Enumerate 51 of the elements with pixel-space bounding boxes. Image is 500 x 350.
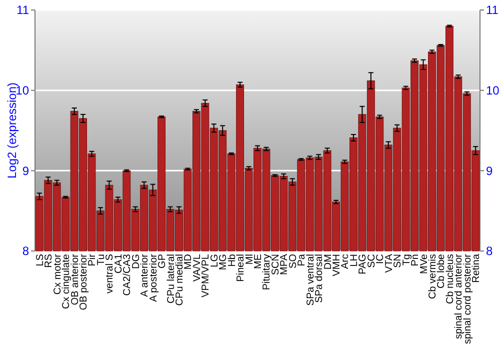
x-tick-label: ME <box>253 254 264 269</box>
x-tick-label: CA1 <box>113 254 124 274</box>
y2-tick-label: 9 <box>486 164 493 178</box>
x-tick-label: LG <box>209 254 220 268</box>
x-tick-label: A anterior <box>140 253 151 297</box>
x-tick-label: OB posterior <box>78 253 90 310</box>
x-tick-label: A posterior <box>148 253 160 302</box>
x-tick-label: MVe <box>418 254 430 274</box>
x-tick-label: VPM/VPL <box>200 254 212 298</box>
x-tick-label: SC <box>366 254 378 268</box>
x-tick-label: Pn <box>410 254 422 266</box>
x-tick-label: Cb lobe <box>436 254 448 288</box>
x-tick-label: LS <box>34 254 46 266</box>
x-tick-label: Hb <box>226 254 238 267</box>
x-tick-label: LH <box>348 254 360 267</box>
x-tick-label: Cx cingulate <box>61 254 72 310</box>
y2-tick-label: 8 <box>486 244 493 258</box>
x-tick-label: SPa dorsal <box>314 254 326 303</box>
x-tick-label: SCN <box>270 254 282 276</box>
y-tick-label: 9 <box>22 164 30 178</box>
y2-tick-label: 11 <box>486 3 499 18</box>
x-tick-label: VA/VL <box>192 254 203 282</box>
y2-tick-label: 10 <box>486 84 500 98</box>
x-tick-label: Cb vermis <box>427 254 438 300</box>
x-tick-label: CA2/CA3 <box>122 254 134 296</box>
x-tick-label: SN <box>392 254 404 268</box>
x-tick-label: RS <box>44 254 55 268</box>
x-tick-label: Pituitary <box>262 254 273 290</box>
x-tick-label: PAG <box>358 254 369 274</box>
x-tick-label: CPu medial <box>174 254 186 306</box>
x-tick-label: GP <box>157 254 168 268</box>
x-tick-label: Tg <box>401 254 412 266</box>
x-tick-label: Cb nucleus <box>444 254 456 304</box>
x-tick-label: SO <box>288 254 299 268</box>
x-tick-label: Pa <box>296 254 308 266</box>
x-tick-label: Retina <box>471 254 482 283</box>
x-tick-label: Ml <box>244 254 256 265</box>
x-tick-label: spinal cord anterior <box>454 253 465 340</box>
x-tick-label: IC <box>375 254 386 264</box>
x-tick-label: spinal cord posterior <box>462 253 474 344</box>
x-tick-label: OB anterior <box>70 253 81 306</box>
x-tick-label: Pir <box>87 253 98 266</box>
x-tick-label: Arc <box>340 254 352 269</box>
x-tick-label: DM <box>322 254 334 270</box>
y-tick-label: 11 <box>16 3 30 18</box>
x-tick-label: VTA <box>384 254 395 273</box>
y-tick-label: 8 <box>22 244 30 258</box>
x-tick-label: ventral S <box>104 254 116 294</box>
x-tick-label: DG <box>130 254 142 269</box>
x-tick-label: MPA <box>279 254 290 275</box>
x-tick-label: Tu <box>96 254 107 266</box>
